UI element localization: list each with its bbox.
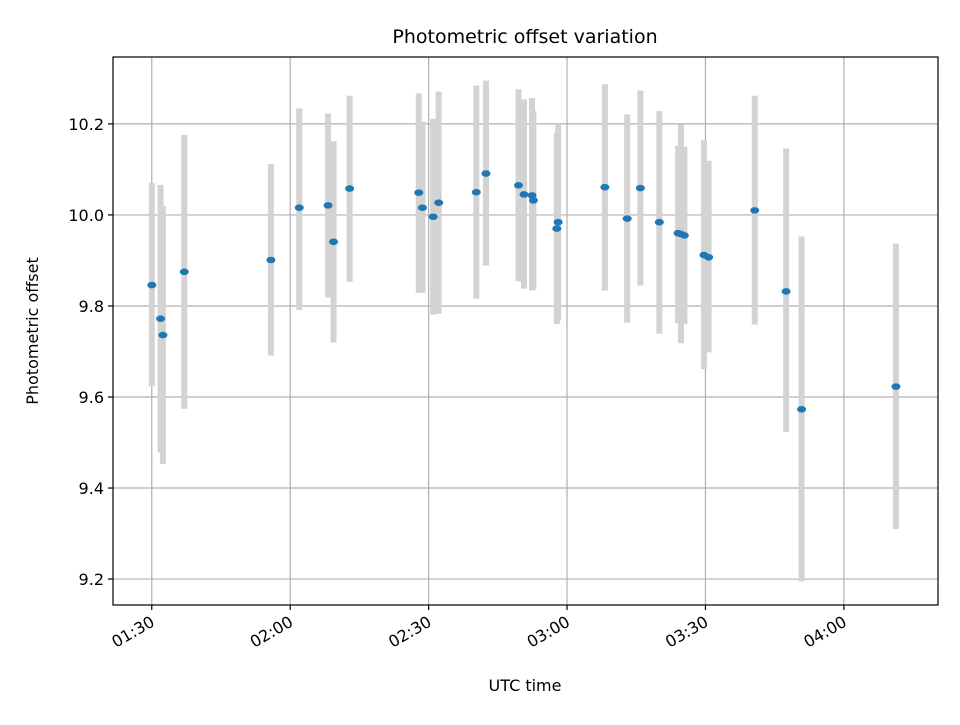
y-tick-label: 10.2 [68,115,104,134]
y-tick-label: 9.4 [79,479,104,498]
data-point [553,218,563,226]
data-point [434,199,444,206]
y-axis-label: Photometric offset [23,257,42,405]
data-point [622,215,632,222]
data-point [294,204,304,211]
data-point [471,188,481,196]
data-point [552,225,562,232]
data-point [158,331,168,339]
chart-title: Photometric offset variation [392,26,657,48]
data-point [323,202,333,209]
data-point [600,183,610,191]
y-tick-label: 9.6 [79,388,104,407]
point-layer [147,170,901,413]
data-point [481,170,491,177]
data-point [704,253,714,261]
data-point [156,315,166,323]
data-point [329,238,339,246]
y-tick-label: 9.2 [79,570,104,589]
y-tick-label: 9.8 [79,297,104,316]
data-point [679,232,689,239]
data-point [514,182,524,189]
data-point [635,184,645,192]
data-point [891,383,901,390]
data-point [147,281,157,289]
data-point [750,207,760,214]
plot-frame [112,56,939,606]
y-tick-label: 10.0 [68,206,104,225]
data-point [654,218,664,226]
x-axis-label: UTC time [489,676,562,695]
data-point [414,189,424,196]
data-point [345,185,355,192]
data-point [781,288,791,295]
data-point [266,256,276,264]
data-point [417,204,427,211]
data-point [428,213,438,221]
data-point [179,268,189,276]
data-point [528,197,538,204]
data-point [527,192,537,199]
data-point [797,405,807,413]
data-point [519,191,529,198]
